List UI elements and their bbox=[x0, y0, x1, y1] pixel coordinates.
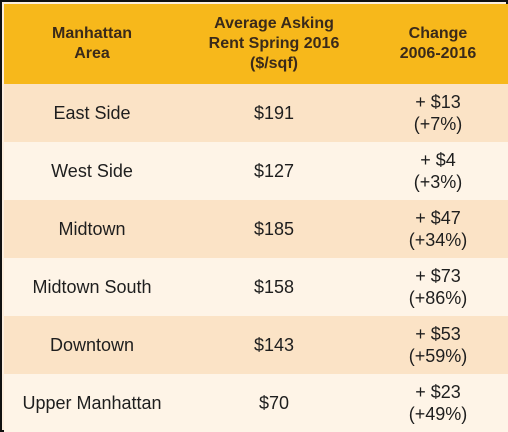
change-cell: + $4 (+3%) bbox=[413, 150, 463, 192]
header-area: Manhattan Area bbox=[52, 25, 132, 62]
table-row: East Side $191 + $13 (+7%) bbox=[4, 84, 508, 142]
rent-cell: $70 bbox=[258, 393, 290, 413]
change-cell: + $47 (+34%) bbox=[408, 208, 468, 250]
area-cell: Downtown bbox=[49, 335, 135, 355]
area-cell: West Side bbox=[51, 161, 133, 181]
change-cell: + $23 (+49%) bbox=[408, 382, 468, 424]
rent-cell: $191 bbox=[253, 103, 295, 123]
area-cell: East Side bbox=[53, 103, 131, 123]
rent-cell: $158 bbox=[253, 277, 295, 297]
table-row: Midtown $185 + $47 (+34%) bbox=[4, 200, 508, 258]
area-cell: Midtown bbox=[58, 219, 126, 239]
table-row: West Side $127 + $4 (+3%) bbox=[4, 142, 508, 200]
change-cell: + $73 (+86%) bbox=[408, 266, 468, 308]
header-rent: Average Asking Rent Spring 2016 ($/sqf) bbox=[208, 15, 340, 72]
table-row: Downtown $143 + $53 (+59%) bbox=[4, 316, 508, 374]
table-row: Upper Manhattan $70 + $23 (+49%) bbox=[4, 374, 508, 432]
table-header: Manhattan Area Average Asking Rent Sprin… bbox=[4, 4, 508, 84]
rent-cell: $143 bbox=[253, 335, 295, 355]
rent-cell: $185 bbox=[253, 219, 295, 239]
rent-cell: $127 bbox=[253, 161, 295, 181]
header-change: Change 2006-2016 bbox=[399, 25, 477, 62]
area-cell: Midtown South bbox=[32, 277, 152, 297]
change-cell: + $53 (+59%) bbox=[408, 324, 468, 366]
area-cell: Upper Manhattan bbox=[22, 393, 162, 413]
table-row: Midtown South $158 + $73 (+86%) bbox=[4, 258, 508, 316]
change-cell: + $13 (+7%) bbox=[413, 92, 463, 134]
